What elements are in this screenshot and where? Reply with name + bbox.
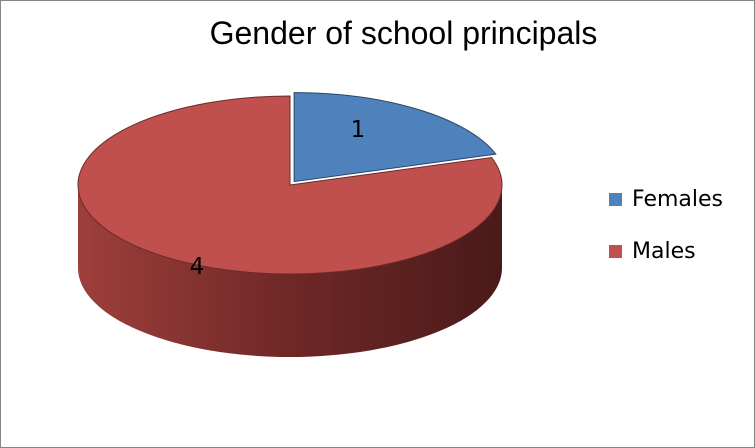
pie-side-males: [78, 185, 502, 357]
pie-slice-females: [293, 92, 497, 183]
data-label-females: 1: [351, 117, 366, 143]
chart-title: Gender of school principals: [209, 15, 598, 51]
legend-label-males: Males: [632, 239, 696, 264]
legend-swatch-males: [609, 245, 622, 258]
data-label-males: 4: [190, 254, 205, 280]
pie-slice-males: [77, 95, 503, 275]
legend-swatch-females: [609, 193, 622, 206]
legend-label-females: Females: [632, 187, 724, 212]
